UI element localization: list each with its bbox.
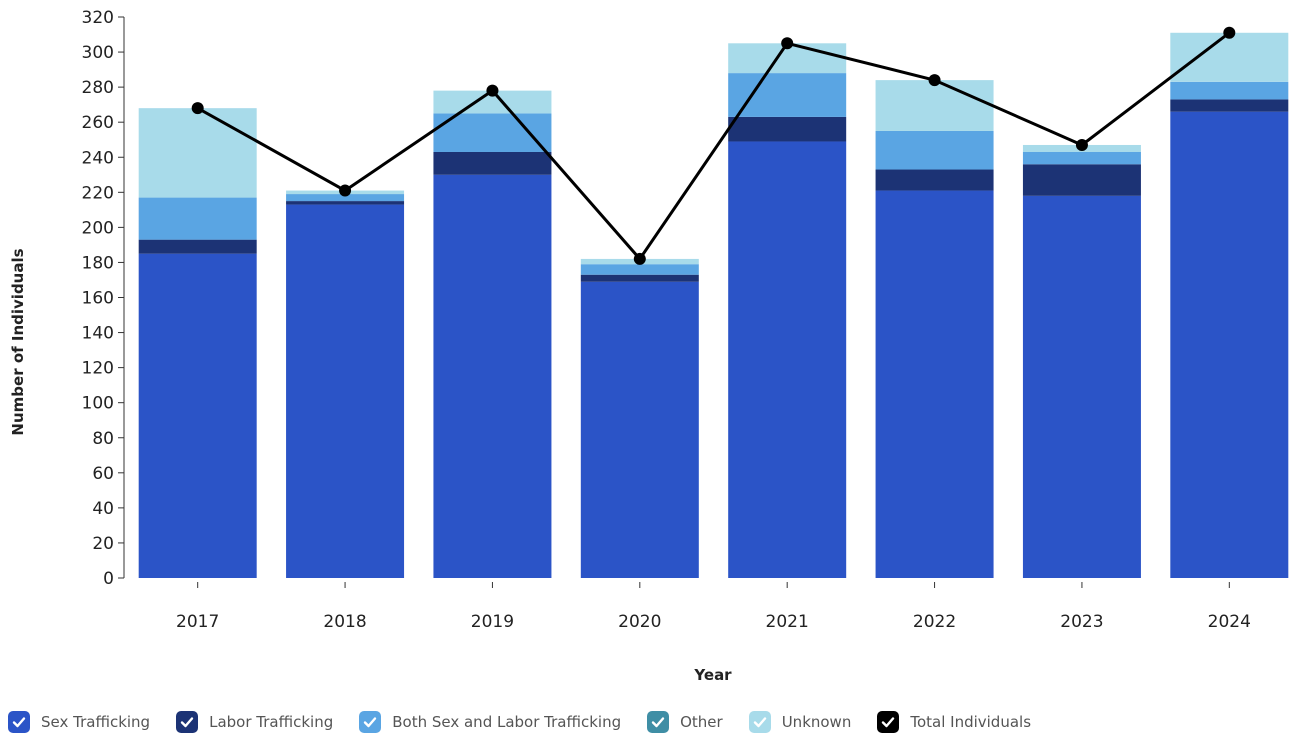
y-tick-label: 160 (82, 289, 114, 309)
bar-2020-series-1[interactable] (580, 274, 699, 282)
bar-2023-series-2[interactable] (1022, 151, 1141, 165)
bar-2018-series-1[interactable] (286, 201, 405, 205)
x-tick-label: 2020 (618, 612, 661, 632)
total-individuals-line (196, 31, 1231, 262)
bar-2022-series-2[interactable] (875, 130, 994, 170)
y-axis-title: Number of Individuals (9, 248, 27, 435)
legend-label: Both Sex and Labor Trafficking (392, 713, 622, 731)
bar-2021-series-1[interactable] (728, 116, 847, 142)
bar-2022-series-1[interactable] (875, 169, 994, 191)
legend-label: Sex Trafficking (41, 713, 151, 731)
bar-2019-series-4[interactable] (433, 90, 552, 114)
bar-2022-series-4[interactable] (875, 80, 994, 131)
legend-item[interactable]: Other (647, 711, 723, 733)
x-axis: 2017 2018 2019 2020 2021 2022 2023 2024 (176, 582, 1251, 632)
x-tick-label: 2022 (913, 612, 956, 632)
total-point-2022[interactable] (928, 74, 941, 87)
bar-2022-series-0[interactable] (875, 190, 994, 578)
bar-2024-series-0[interactable] (1170, 111, 1289, 578)
total-point-2017[interactable] (191, 102, 204, 115)
x-tick-label: 2021 (766, 612, 809, 632)
bar-2019-series-0[interactable] (433, 174, 552, 578)
bar-2017-series-4[interactable] (138, 108, 257, 198)
bar-2023-series-1[interactable] (1022, 164, 1141, 196)
y-tick-label: 320 (82, 8, 114, 28)
bar-2018-series-0[interactable] (286, 204, 405, 578)
checkbox-checked-icon[interactable] (8, 711, 30, 733)
y-tick-label: 220 (82, 183, 114, 203)
y-tick-label: 140 (82, 324, 114, 344)
bar-2020-series-2[interactable] (580, 264, 699, 275)
total-point-2020[interactable] (633, 252, 646, 265)
checkbox-checked-icon[interactable] (748, 711, 771, 733)
bar-2023-series-0[interactable] (1022, 195, 1141, 578)
y-tick-label: 200 (82, 218, 114, 238)
checkbox-checked-icon[interactable] (176, 711, 199, 733)
total-point-2018[interactable] (339, 184, 352, 197)
bar-2018-series-2[interactable] (286, 194, 405, 202)
legend-item[interactable]: Unknown (748, 711, 852, 733)
x-tick-label: 2023 (1060, 612, 1103, 632)
total-line-layer (191, 26, 1236, 265)
total-point-2019[interactable] (486, 84, 499, 97)
y-tick-label: 20 (92, 534, 114, 554)
bar-2019-series-2[interactable] (433, 113, 552, 152)
y-tick-label: 120 (82, 359, 114, 379)
y-axis: 0 20 40 60 80 100 120 140 160 180 200 220 240 260 280 3… (82, 8, 125, 589)
legend: Sex Trafficking Labor Trafficking Both Sex… (8, 709, 1057, 735)
y-tick-label: 280 (82, 78, 114, 98)
y-tick-label: 80 (92, 429, 114, 449)
bar-2020-series-0[interactable] (580, 281, 699, 578)
checkbox-checked-icon[interactable] (647, 711, 670, 733)
bar-2017-series-0[interactable] (138, 253, 257, 578)
bar-2019-series-1[interactable] (433, 151, 552, 175)
total-point-2023[interactable] (1075, 138, 1088, 151)
y-tick-label: 260 (82, 113, 114, 133)
bar-2017-series-1[interactable] (138, 239, 257, 254)
bar-2017-series-2[interactable] (138, 197, 257, 240)
stacked-bar-chart: 0 20 40 60 80 100 120 140 160 180 200 220 240 260 280 3… (9, 8, 1289, 684)
y-tick-label: 300 (82, 43, 114, 63)
legend-item[interactable]: Labor Trafficking (176, 711, 333, 733)
total-point-2021[interactable] (781, 37, 794, 50)
x-tick-label: 2019 (471, 612, 514, 632)
checkbox-checked-icon[interactable] (877, 711, 900, 733)
legend-label: Unknown (781, 713, 852, 731)
x-tick-label: 2018 (323, 612, 366, 632)
x-tick-label: 2024 (1208, 612, 1251, 632)
bar-2021-series-0[interactable] (728, 141, 847, 579)
x-tick-label: 2017 (176, 612, 219, 632)
y-tick-label: 0 (103, 569, 114, 589)
y-tick-label: 60 (92, 464, 114, 484)
legend-item[interactable]: Sex Trafficking (8, 711, 150, 733)
legend-label: Total Individuals (910, 713, 1032, 731)
total-point-2024[interactable] (1223, 26, 1236, 39)
x-axis-title: Year (693, 666, 732, 684)
checkbox-checked-icon[interactable] (359, 711, 382, 733)
bar-2024-series-2[interactable] (1170, 81, 1289, 100)
y-tick-label: 180 (82, 253, 114, 273)
legend-item[interactable]: Total Individuals (877, 711, 1031, 733)
bar-2021-series-2[interactable] (728, 73, 847, 117)
bar-2024-series-4[interactable] (1170, 32, 1289, 82)
bar-2024-series-1[interactable] (1170, 99, 1289, 112)
legend-item[interactable]: Both Sex and Labor Trafficking (359, 711, 621, 733)
y-tick-label: 40 (92, 499, 114, 519)
y-tick-label: 100 (82, 394, 114, 414)
legend-label: Other (680, 713, 723, 731)
y-tick-label: 240 (82, 148, 114, 168)
legend-label: Labor Trafficking (209, 713, 334, 731)
bars-layer (138, 32, 1289, 579)
